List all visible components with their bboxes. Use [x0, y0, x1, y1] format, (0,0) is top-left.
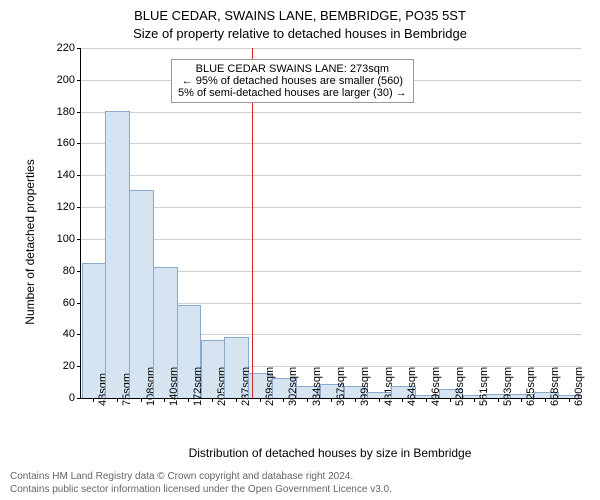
y-tick-label: 80	[45, 265, 75, 277]
x-tick-label: 658sqm	[549, 367, 561, 406]
y-tick	[77, 112, 81, 113]
x-tick	[212, 398, 213, 402]
x-tick	[260, 398, 261, 402]
gridline	[81, 239, 581, 240]
footer-line-1: Contains HM Land Registry data © Crown c…	[10, 470, 590, 483]
x-tick	[93, 398, 94, 402]
y-tick	[77, 175, 81, 176]
x-tick-label: 399sqm	[359, 367, 371, 406]
y-tick	[77, 334, 81, 335]
x-tick	[426, 398, 427, 402]
y-tick-label: 200	[45, 74, 75, 86]
x-tick	[236, 398, 237, 402]
y-axis-label: Number of detached properties	[23, 142, 37, 342]
y-tick-label: 20	[45, 360, 75, 372]
x-tick	[498, 398, 499, 402]
annotation-box: BLUE CEDAR SWAINS LANE: 273sqm← 95% of d…	[171, 59, 414, 103]
x-tick-label: 561sqm	[478, 367, 490, 406]
y-tick-label: 220	[45, 42, 75, 54]
chart-subtitle: Size of property relative to detached ho…	[0, 26, 600, 41]
x-tick	[545, 398, 546, 402]
y-tick	[77, 398, 81, 399]
x-tick	[164, 398, 165, 402]
x-tick	[117, 398, 118, 402]
x-tick	[474, 398, 475, 402]
gridline	[81, 143, 581, 144]
annotation-line-1: BLUE CEDAR SWAINS LANE: 273sqm	[178, 63, 407, 75]
x-tick	[569, 398, 570, 402]
gridline	[81, 48, 581, 49]
x-tick	[331, 398, 332, 402]
x-tick	[355, 398, 356, 402]
y-tick-label: 140	[45, 169, 75, 181]
x-tick	[188, 398, 189, 402]
x-tick-label: 625sqm	[525, 367, 537, 406]
y-tick-label: 0	[45, 392, 75, 404]
x-tick-label: 464sqm	[406, 367, 418, 406]
footer-attribution: Contains HM Land Registry data © Crown c…	[10, 470, 590, 496]
x-tick-label: 496sqm	[430, 367, 442, 406]
annotation-line-2: ← 95% of detached houses are smaller (56…	[178, 75, 407, 87]
x-tick	[450, 398, 451, 402]
x-axis-label: Distribution of detached houses by size …	[80, 446, 580, 460]
y-tick-label: 100	[45, 233, 75, 245]
chart-title: BLUE CEDAR, SWAINS LANE, BEMBRIDGE, PO35…	[0, 8, 600, 23]
y-tick	[77, 271, 81, 272]
y-tick	[77, 80, 81, 81]
plot-area: 43sqm75sqm108sqm140sqm172sqm205sqm237sqm…	[80, 48, 581, 399]
x-tick	[307, 398, 308, 402]
y-tick-label: 40	[45, 328, 75, 340]
gridline	[81, 207, 581, 208]
gridline	[81, 175, 581, 176]
chart-container: BLUE CEDAR, SWAINS LANE, BEMBRIDGE, PO35…	[0, 0, 600, 500]
bar	[105, 111, 130, 398]
y-tick	[77, 143, 81, 144]
x-tick-label: 690sqm	[573, 367, 585, 406]
x-tick	[402, 398, 403, 402]
x-tick	[283, 398, 284, 402]
x-tick	[379, 398, 380, 402]
y-tick	[77, 366, 81, 367]
y-tick	[77, 48, 81, 49]
y-tick-label: 60	[45, 297, 75, 309]
x-tick	[141, 398, 142, 402]
y-tick	[77, 207, 81, 208]
x-tick-label: 593sqm	[502, 367, 514, 406]
y-tick-label: 120	[45, 201, 75, 213]
footer-line-2: Contains public sector information licen…	[10, 483, 590, 496]
annotation-line-3: 5% of semi-detached houses are larger (3…	[178, 87, 407, 99]
x-tick	[521, 398, 522, 402]
y-tick	[77, 303, 81, 304]
gridline	[81, 112, 581, 113]
y-tick-label: 160	[45, 137, 75, 149]
x-tick-label: 528sqm	[454, 367, 466, 406]
y-tick-label: 180	[45, 106, 75, 118]
y-tick	[77, 239, 81, 240]
